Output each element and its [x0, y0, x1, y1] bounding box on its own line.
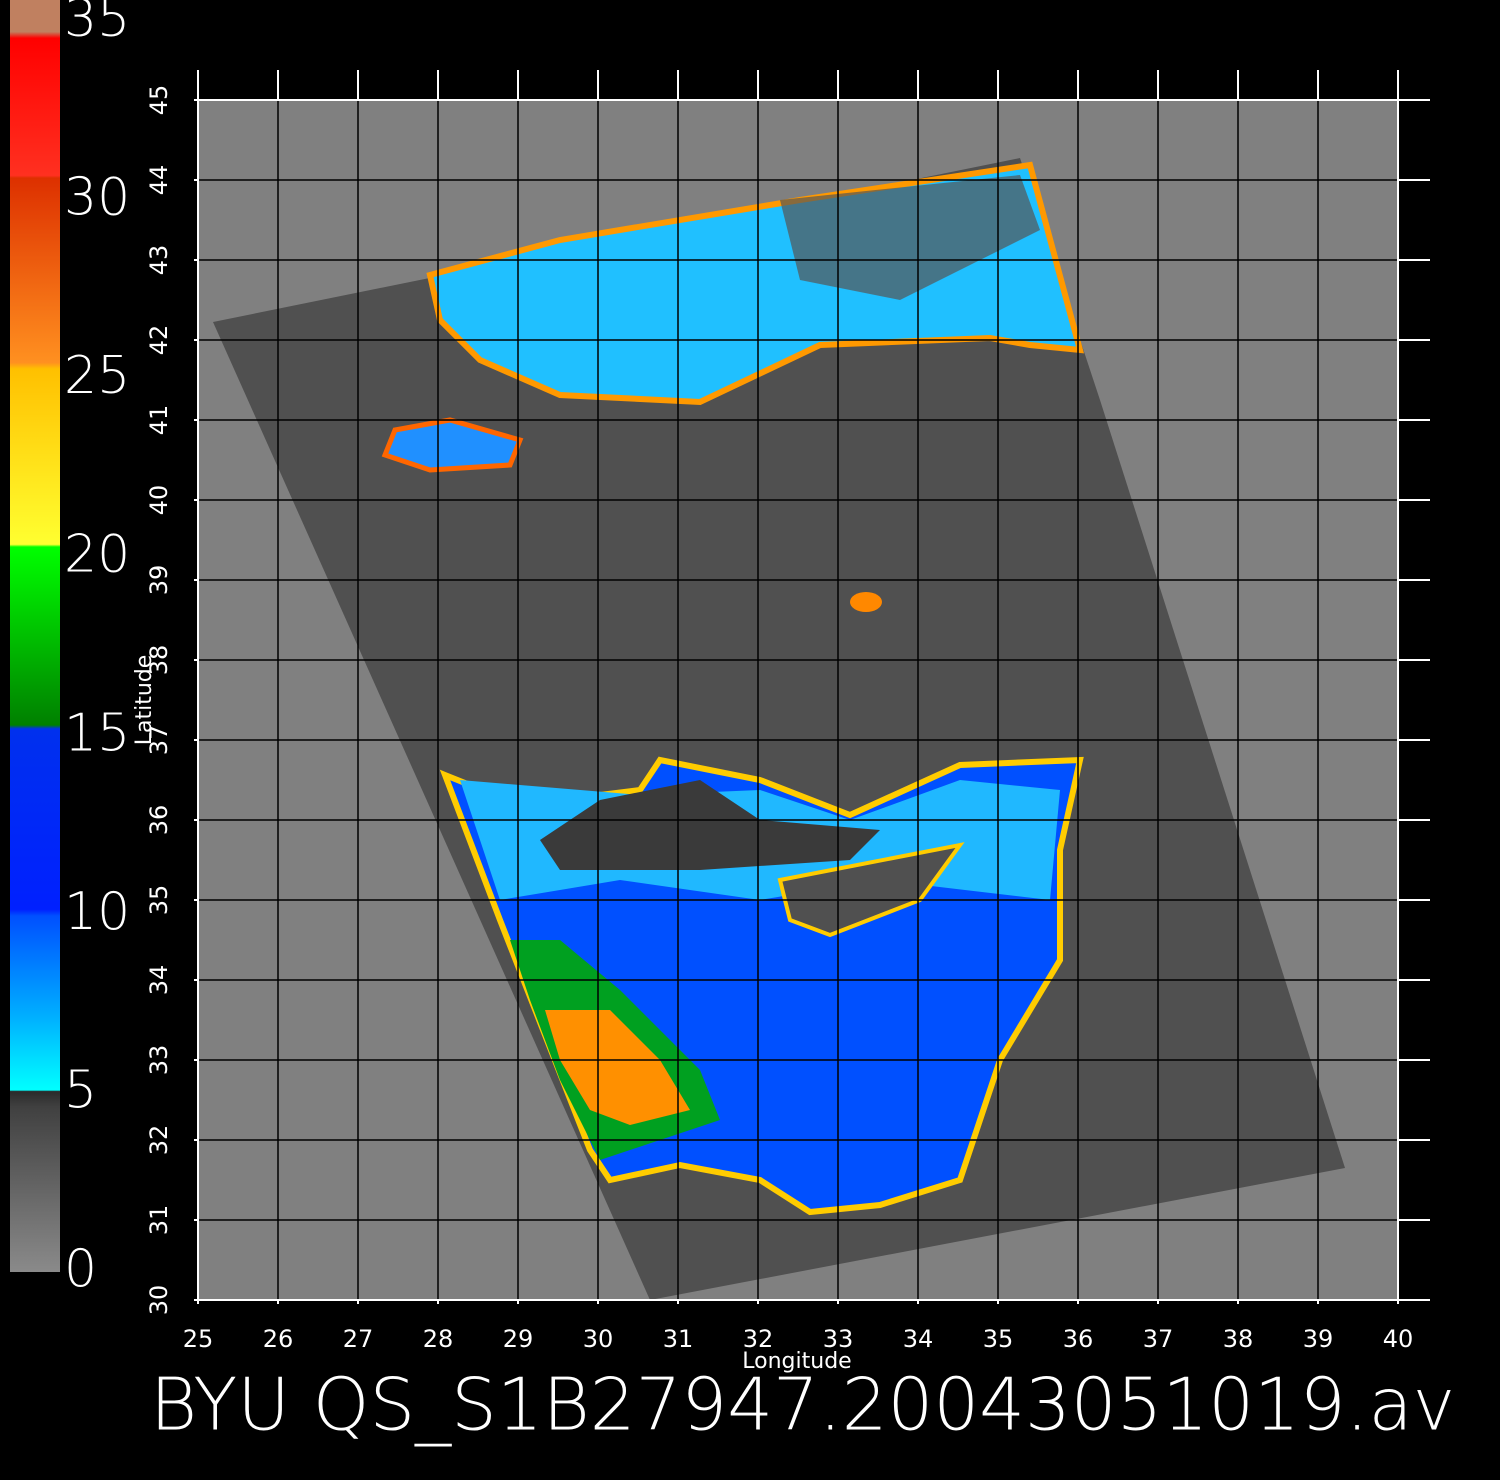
x-tick-label: 25 — [183, 1325, 214, 1353]
colorbar-tick-label: 15 — [64, 703, 130, 763]
x-axis-label: Longitude — [742, 1349, 851, 1374]
colorbar-tick-label: 5 — [64, 1060, 97, 1120]
y-tick-label: 35 — [145, 885, 173, 916]
calm-zone — [540, 780, 880, 870]
x-tick-label: 30 — [583, 1325, 614, 1353]
x-tick-label: 34 — [903, 1325, 934, 1353]
x-tick-label: 33 — [823, 1325, 854, 1353]
y-tick-label: 37 — [145, 725, 173, 756]
colorbar — [10, 0, 60, 1272]
y-tick-label: 34 — [145, 965, 173, 996]
x-tick-label: 37 — [1143, 1325, 1174, 1353]
x-tick-label: 26 — [263, 1325, 294, 1353]
y-tick-label: 30 — [145, 1285, 173, 1316]
colorbar-tick-label: 30 — [64, 168, 130, 228]
y-axis-label: Latitude — [132, 655, 157, 746]
x-tick-label: 36 — [1063, 1325, 1094, 1353]
axis-labels: 25 26 27 28 29 30 31 32 33 34 35 36 37 38 39 40 30 31 32 33… — [145, 85, 1413, 1353]
y-tick-label: 36 — [145, 805, 173, 836]
y-tick-label: 39 — [145, 565, 173, 596]
y-tick-label: 41 — [145, 405, 173, 436]
low-wind-patch — [780, 175, 1040, 300]
title: BYU QS_S1B27947.20043051019.av — [150, 1363, 1455, 1447]
x-tick-label: 29 — [503, 1325, 534, 1353]
x-tick-label: 28 — [423, 1325, 454, 1353]
y-tick-label: 31 — [145, 1205, 173, 1236]
x-tick-label: 31 — [663, 1325, 694, 1353]
cyprus — [777, 842, 965, 938]
colorbar-tick-label: 25 — [64, 346, 130, 406]
colorbar-tick-label: 20 — [64, 525, 130, 585]
colorbar-labels: 0 5 10 15 20 25 30 35 — [64, 0, 130, 1299]
y-tick-label: 43 — [145, 245, 173, 276]
y-tick-label: 32 — [145, 1125, 173, 1156]
grid — [194, 70, 1430, 1304]
x-tick-label: 32 — [743, 1325, 774, 1353]
y-tick-label: 45 — [145, 85, 173, 116]
x-tick-label: 39 — [1303, 1325, 1334, 1353]
y-tick-label: 33 — [145, 1045, 173, 1076]
colorbar-tick-label: 35 — [64, 0, 130, 49]
x-tick-label: 27 — [343, 1325, 374, 1353]
y-tick-label: 38 — [145, 645, 173, 676]
y-tick-label: 44 — [145, 165, 173, 196]
y-tick-label: 42 — [145, 325, 173, 356]
colorbar-tick-label: 10 — [64, 882, 130, 942]
x-tick-label: 35 — [983, 1325, 1014, 1353]
colorbar-tick-label: 0 — [64, 1239, 97, 1299]
x-tick-label: 38 — [1223, 1325, 1254, 1353]
x-tick-label: 40 — [1383, 1325, 1414, 1353]
lake — [850, 592, 882, 612]
high-wind-orange — [545, 1010, 690, 1125]
y-tick-label: 40 — [145, 485, 173, 516]
plot-frame — [197, 99, 1399, 1301]
